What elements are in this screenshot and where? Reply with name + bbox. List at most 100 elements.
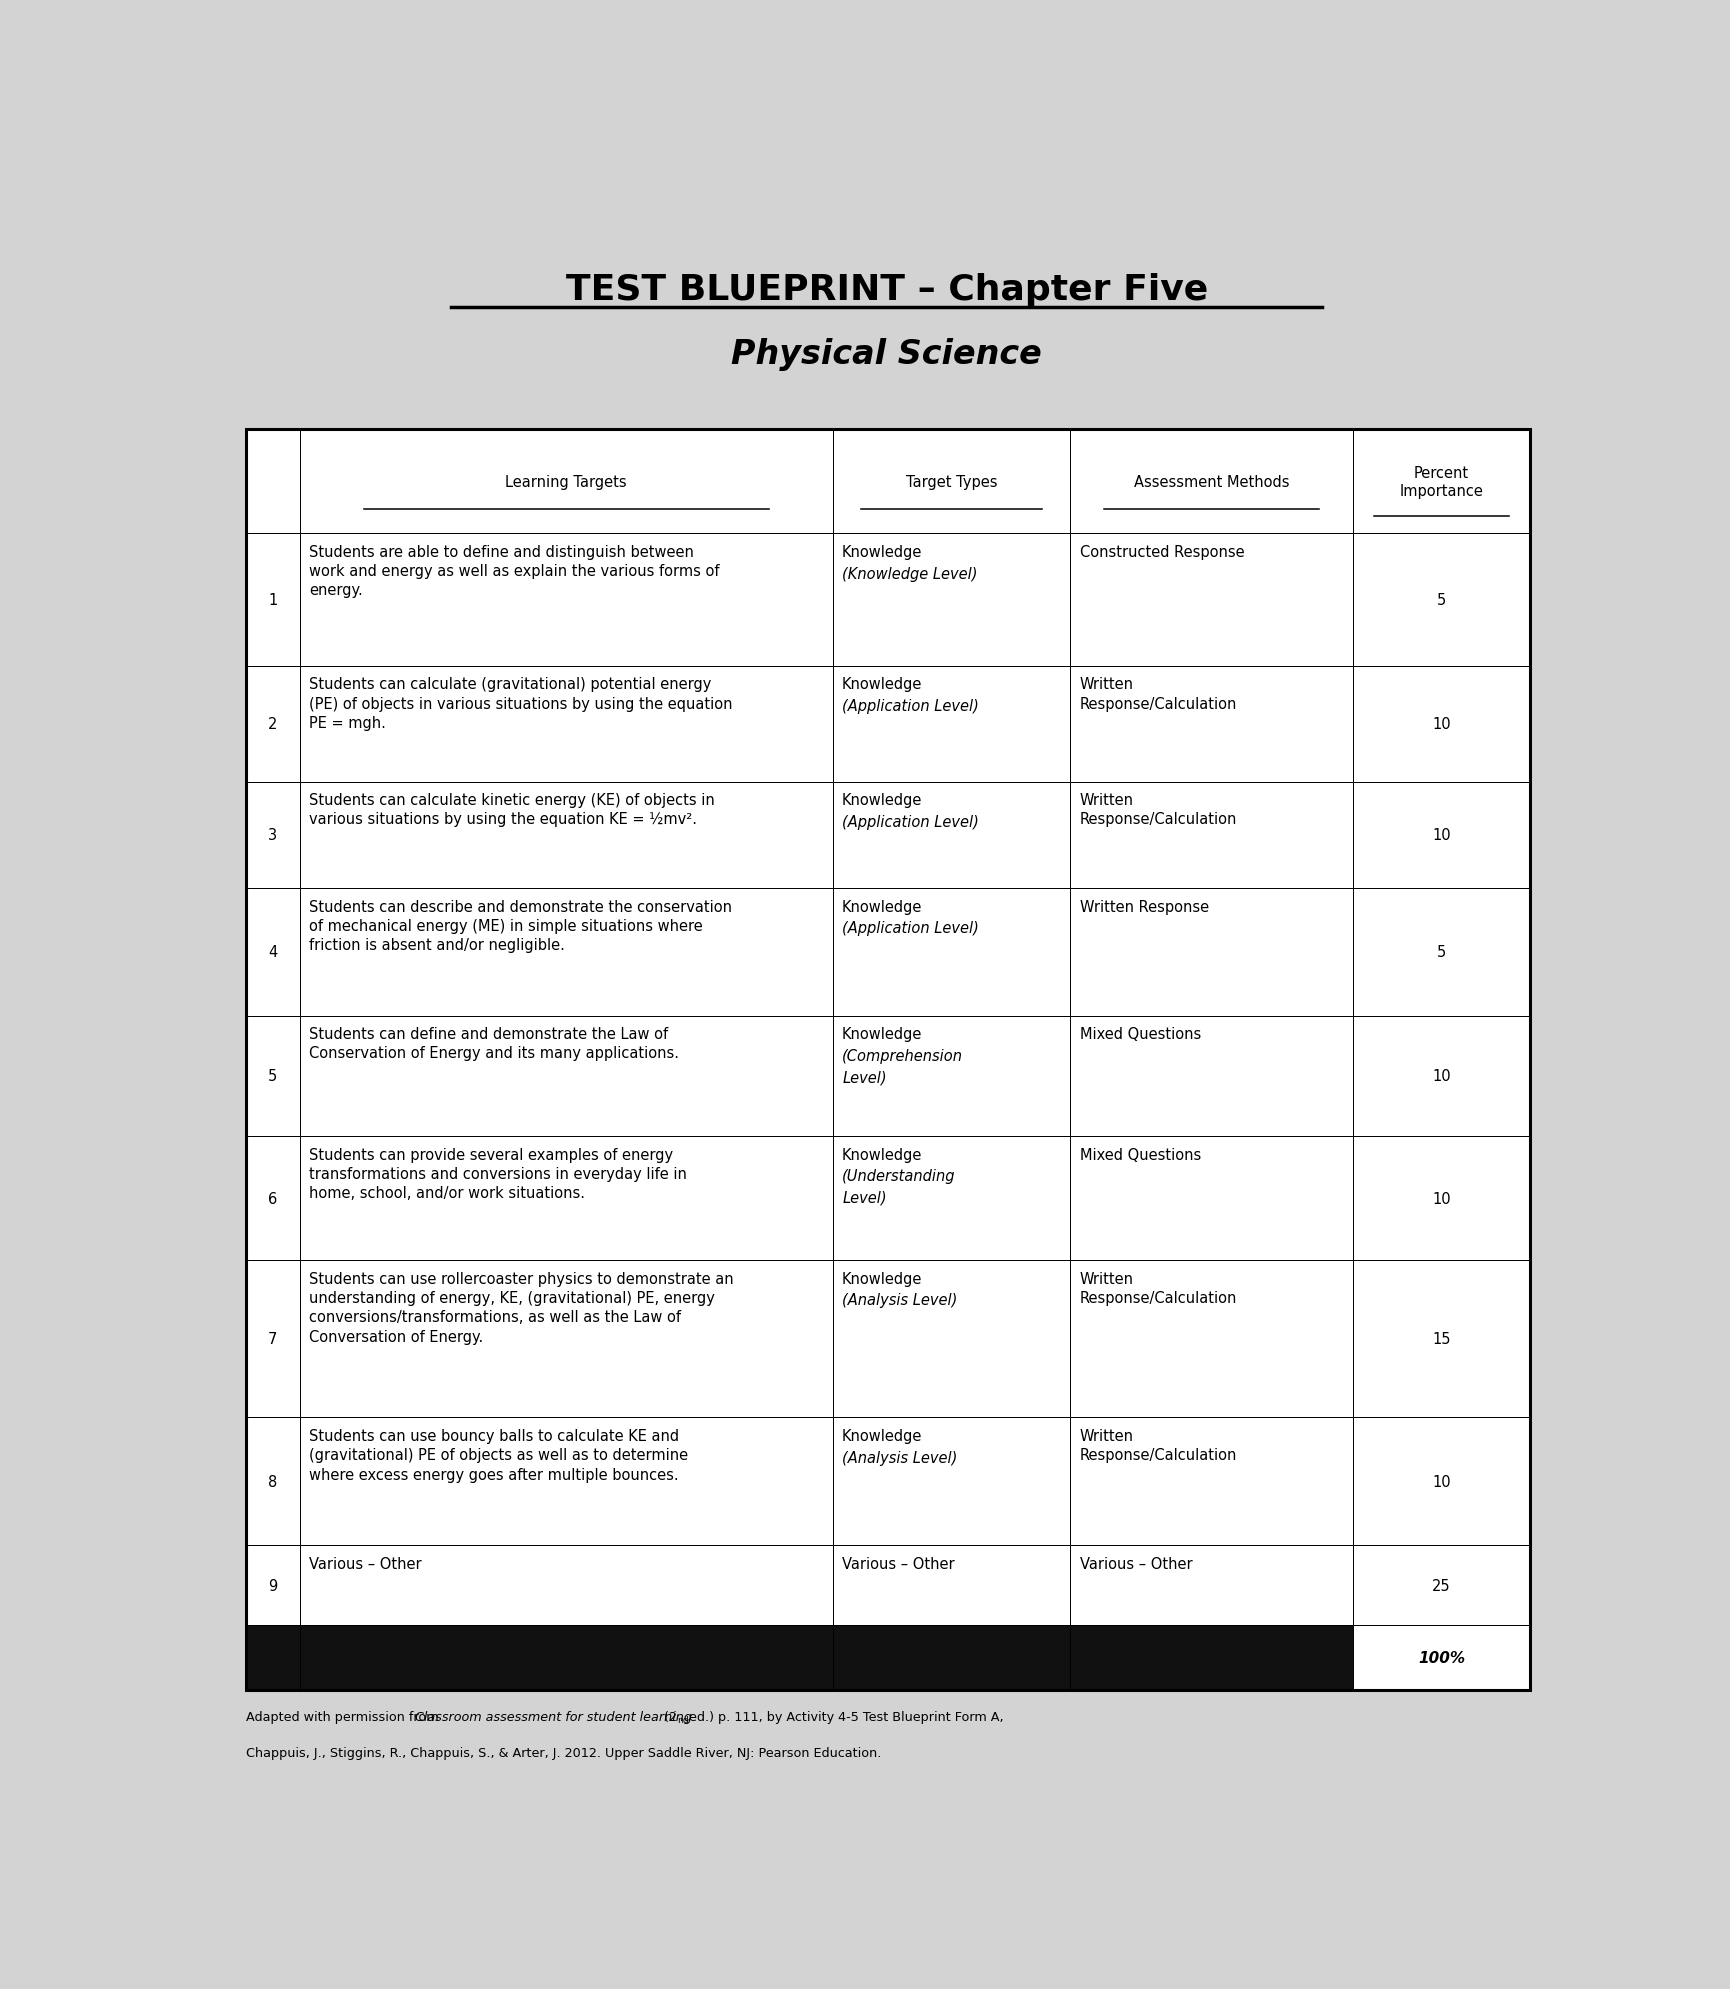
Text: Learning Targets: Learning Targets	[505, 475, 626, 489]
Text: Mixed Questions: Mixed Questions	[1080, 1026, 1201, 1042]
Bar	[832, 666, 1071, 782]
Text: 5: 5	[268, 1068, 277, 1084]
Bar	[832, 1625, 1071, 1691]
Text: (2: (2	[659, 1711, 676, 1724]
Bar	[1353, 1545, 1531, 1625]
Text: 100%: 100%	[1419, 1651, 1465, 1665]
Bar	[832, 1545, 1071, 1625]
Text: Students can calculate kinetic energy (KE) of objects in
various situations by u: Students can calculate kinetic energy (K…	[310, 794, 714, 827]
Text: Knowledge: Knowledge	[843, 1026, 922, 1042]
Text: 3: 3	[268, 827, 277, 843]
Bar	[832, 1418, 1071, 1545]
Text: Various – Other: Various – Other	[1080, 1555, 1192, 1571]
Text: Knowledge: Knowledge	[843, 899, 922, 915]
Text: 1: 1	[268, 593, 277, 609]
Bar	[246, 1545, 299, 1625]
Text: (Analysis Level): (Analysis Level)	[843, 1293, 957, 1309]
Text: 5: 5	[1438, 593, 1446, 609]
Bar	[299, 1261, 832, 1418]
Bar	[246, 1261, 299, 1418]
Bar	[1071, 889, 1353, 1016]
Text: nd: nd	[676, 1715, 689, 1724]
Bar	[1353, 1625, 1531, 1691]
Text: 6: 6	[268, 1191, 277, 1205]
Bar	[246, 1136, 299, 1261]
Text: Knowledge: Knowledge	[843, 1271, 922, 1287]
Text: (Application Level): (Application Level)	[843, 921, 979, 935]
Bar	[1071, 1136, 1353, 1261]
Text: 10: 10	[1432, 1068, 1451, 1084]
Bar	[1353, 1016, 1531, 1136]
Text: Assessment Methods: Assessment Methods	[1133, 475, 1289, 489]
Text: Classroom assessment for student learning: Classroom assessment for student learnin…	[415, 1711, 692, 1724]
Bar	[1071, 1625, 1353, 1691]
Bar	[1071, 1545, 1353, 1625]
Text: Knowledge: Knowledge	[843, 794, 922, 808]
Text: 25: 25	[1432, 1577, 1451, 1593]
Bar	[246, 1418, 299, 1545]
Bar	[832, 1136, 1071, 1261]
Text: 10: 10	[1432, 1191, 1451, 1205]
Text: Written
Response/Calculation: Written Response/Calculation	[1080, 1271, 1237, 1305]
Text: 9: 9	[268, 1577, 277, 1593]
Bar	[299, 535, 832, 666]
Text: Constructed Response: Constructed Response	[1080, 545, 1244, 559]
Text: Adapted with permission from: Adapted with permission from	[246, 1711, 443, 1724]
Text: Knowledge: Knowledge	[843, 676, 922, 692]
Text: (Knowledge Level): (Knowledge Level)	[843, 567, 977, 581]
Text: Written
Response/Calculation: Written Response/Calculation	[1080, 1428, 1237, 1462]
Text: 10: 10	[1432, 716, 1451, 732]
Bar	[1353, 535, 1531, 666]
Bar	[246, 666, 299, 782]
Bar	[246, 1016, 299, 1136]
Bar	[1071, 782, 1353, 889]
Text: Level): Level)	[843, 1070, 887, 1084]
Text: Knowledge: Knowledge	[843, 1148, 922, 1162]
Bar	[299, 1136, 832, 1261]
Text: Various – Other: Various – Other	[843, 1555, 955, 1571]
Bar	[832, 535, 1071, 666]
Text: 10: 10	[1432, 1474, 1451, 1490]
Text: 4: 4	[268, 945, 277, 961]
Bar	[299, 782, 832, 889]
Bar	[1353, 782, 1531, 889]
Text: (Application Level): (Application Level)	[843, 698, 979, 714]
Text: 2: 2	[268, 716, 277, 732]
Text: (Analysis Level): (Analysis Level)	[843, 1450, 957, 1466]
Text: Students can define and demonstrate the Law of
Conservation of Energy and its ma: Students can define and demonstrate the …	[310, 1026, 680, 1060]
Text: Target Types: Target Types	[907, 475, 996, 489]
Bar	[299, 1545, 832, 1625]
Bar	[1071, 1261, 1353, 1418]
Text: Physical Science: Physical Science	[732, 338, 1041, 372]
Bar	[1353, 1136, 1531, 1261]
Bar	[299, 666, 832, 782]
Text: Knowledge: Knowledge	[843, 1428, 922, 1444]
Bar	[299, 889, 832, 1016]
Bar	[832, 430, 1071, 535]
Bar	[1353, 889, 1531, 1016]
Bar	[1071, 1418, 1353, 1545]
Bar	[1353, 430, 1531, 535]
Text: Written Response: Written Response	[1080, 899, 1209, 915]
Text: TEST BLUEPRINT – Chapter Five: TEST BLUEPRINT – Chapter Five	[566, 272, 1208, 306]
Text: (Comprehension: (Comprehension	[843, 1048, 964, 1064]
Text: 10: 10	[1432, 827, 1451, 843]
Text: Various – Other: Various – Other	[310, 1555, 422, 1571]
Text: (Application Level): (Application Level)	[843, 814, 979, 829]
Text: Level): Level)	[843, 1189, 887, 1205]
Bar	[832, 889, 1071, 1016]
Text: Knowledge: Knowledge	[843, 545, 922, 559]
Bar	[1353, 666, 1531, 782]
Bar	[246, 430, 299, 535]
Bar	[832, 1261, 1071, 1418]
Text: Mixed Questions: Mixed Questions	[1080, 1148, 1201, 1162]
Bar	[299, 1625, 832, 1691]
Text: Students can provide several examples of energy
transformations and conversions : Students can provide several examples of…	[310, 1148, 687, 1201]
Text: 7: 7	[268, 1333, 277, 1347]
Bar	[299, 1418, 832, 1545]
Text: Chappuis, J., Stiggins, R., Chappuis, S., & Arter, J. 2012. Upper Saddle River, : Chappuis, J., Stiggins, R., Chappuis, S.…	[246, 1746, 881, 1758]
Bar	[832, 1016, 1071, 1136]
Text: Students are able to define and distinguish between
work and energy as well as e: Students are able to define and distingu…	[310, 545, 720, 599]
Text: 15: 15	[1432, 1333, 1451, 1347]
Bar	[299, 430, 832, 535]
